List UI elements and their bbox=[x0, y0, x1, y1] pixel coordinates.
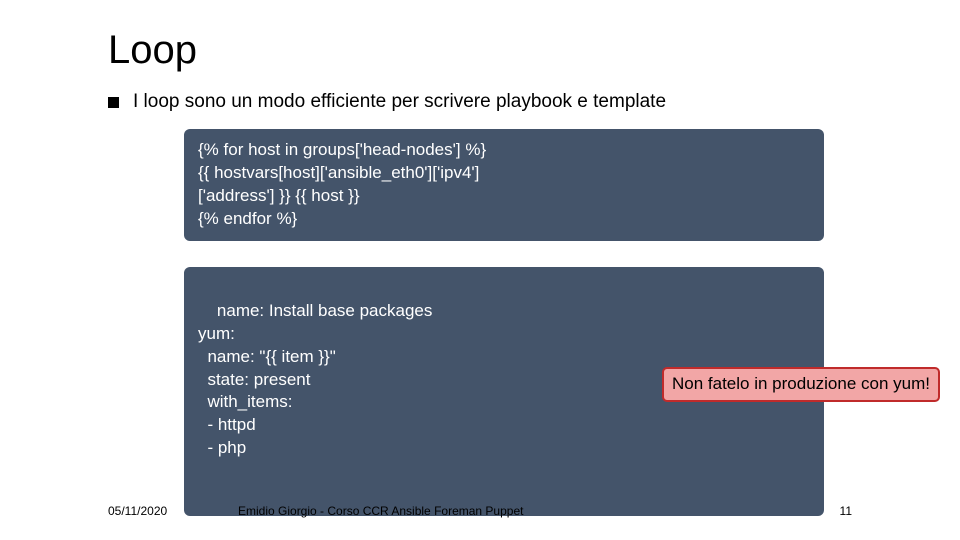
bullet-marker-icon bbox=[108, 97, 119, 108]
slide: Loop I loop sono un modo efficiente per … bbox=[0, 0, 960, 540]
footer-page-number: 11 bbox=[840, 504, 852, 518]
footer-date: 05/11/2020 bbox=[108, 504, 167, 518]
footer: 05/11/2020 Emidio Giorgio - Corso CCR An… bbox=[108, 504, 852, 518]
warning-callout: Non fatelo in produzione con yum! bbox=[662, 367, 940, 402]
code-block-yum: name: Install base packages yum: name: "… bbox=[184, 267, 824, 516]
code-block-template: {% for host in groups['head-nodes'] %} {… bbox=[184, 129, 824, 241]
bullet-text: I loop sono un modo efficiente per scriv… bbox=[133, 91, 666, 113]
code-block-yum-text: name: Install base packages yum: name: "… bbox=[198, 301, 432, 458]
slide-title: Loop bbox=[108, 28, 852, 73]
bullet-row: I loop sono un modo efficiente per scriv… bbox=[108, 91, 852, 113]
footer-author: Emidio Giorgio - Corso CCR Ansible Forem… bbox=[238, 504, 523, 518]
